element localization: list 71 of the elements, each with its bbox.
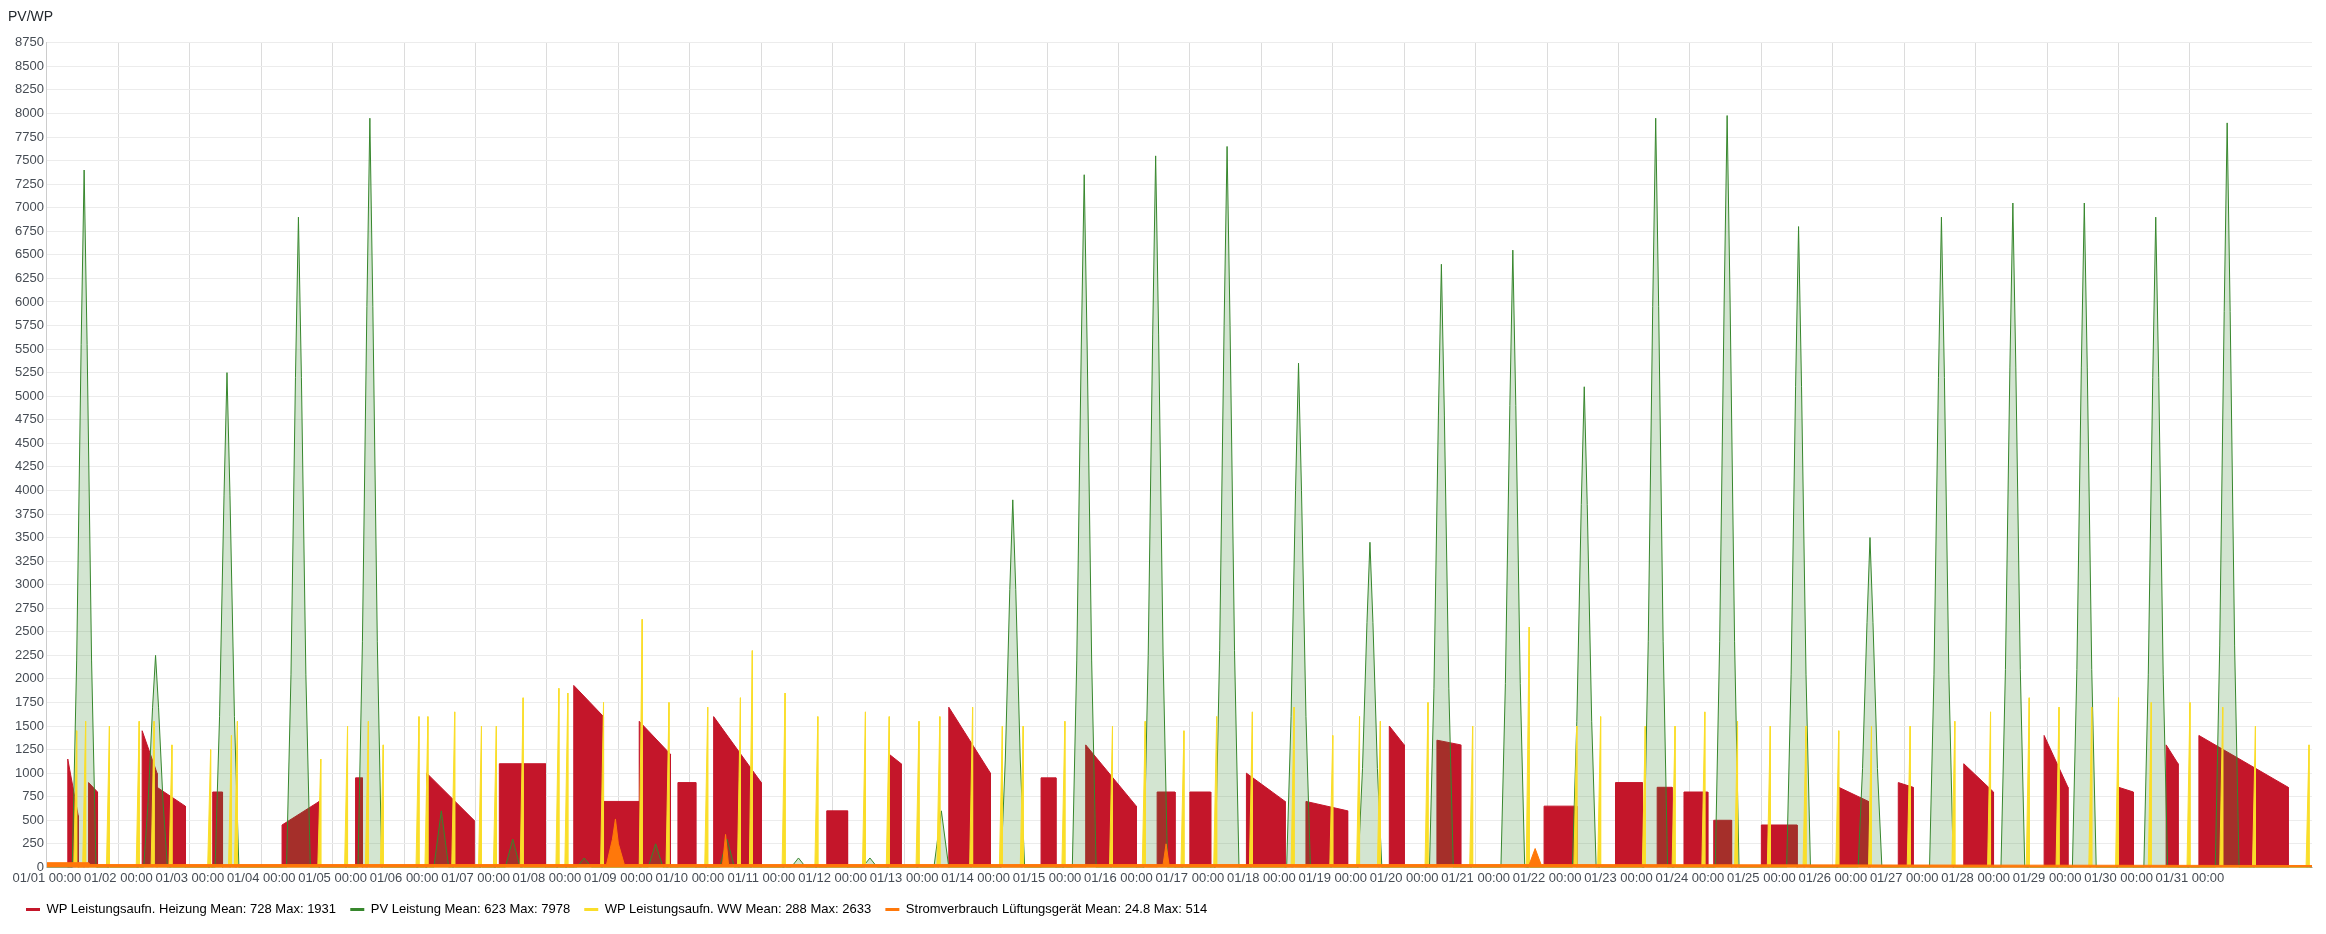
x-tick-label: 01/28 00:00 (1941, 869, 2010, 885)
y-tick-label: 750 (22, 788, 44, 804)
y-tick-label: 5500 (15, 340, 44, 356)
x-tick-label: 01/18 00:00 (1226, 869, 1296, 885)
x-tick-label: 01/21 00:00 (1441, 869, 1510, 885)
x-tick-label: 01/29 00:00 (2012, 869, 2082, 885)
y-tick-label: 5000 (15, 387, 44, 403)
x-tick-label: 01/22 00:00 (1512, 869, 1582, 885)
y-tick-label: 3250 (15, 552, 44, 568)
y-tick-label: 6750 (15, 222, 44, 238)
y-tick-label: 8750 (15, 34, 44, 50)
y-tick-label: 500 (22, 811, 44, 827)
y-tick-label: 7750 (15, 128, 44, 144)
y-tick-label: 6250 (15, 269, 44, 285)
x-tick-label: 01/08 00:00 (512, 869, 582, 885)
x-tick-label: 01/07 00:00 (441, 869, 510, 885)
x-tick-label: 01/24 00:00 (1655, 869, 1725, 885)
y-tick-label: 2500 (15, 623, 44, 639)
legend-label: PV Leistung Mean: 623 Max: 7978 (370, 901, 571, 917)
y-tick-label: 3750 (15, 505, 44, 521)
x-tick-label: 01/20 00:00 (1369, 869, 1439, 885)
y-tick-label: 2750 (15, 599, 44, 615)
x-tick-label: 01/02 00:00 (84, 869, 153, 885)
y-tick-label: 2000 (15, 670, 44, 686)
x-tick-label: 01/31 00:00 (2155, 869, 2225, 885)
y-tick-label: 8250 (15, 81, 44, 97)
x-tick-label: 01/10 00:00 (655, 869, 725, 885)
legend-label: WP Leistungsaufn. Heizung Mean: 728 Max: 1931 (46, 901, 337, 917)
x-tick-label: 01/05 00:00 (298, 869, 367, 885)
chart-title: PV/WP (8, 8, 55, 26)
x-tick-label: 01/03 00:00 (155, 869, 225, 885)
y-tick-label: 7500 (15, 152, 44, 168)
legend-label: Stromverbrauch Lüftungsgerät Mean: 24.8 Max: 514 (905, 901, 1208, 917)
y-tick-label: 1750 (15, 694, 44, 710)
y-tick-label: 7250 (15, 175, 44, 191)
x-tick-label: 01/09 00:00 (584, 869, 653, 885)
x-tick-label: 01/04 00:00 (226, 869, 296, 885)
y-tick-label: 0 (36, 858, 44, 874)
x-tick-label: 01/25 00:00 (1727, 869, 1796, 885)
y-tick-label: 4500 (15, 434, 44, 450)
x-tick-label: 01/26 00:00 (1798, 869, 1868, 885)
x-tick-label: 01/30 00:00 (2084, 869, 2153, 885)
y-tick-label: 1000 (15, 764, 44, 780)
x-tick-label: 01/23 00:00 (1584, 869, 1653, 885)
y-tick-label: 4250 (15, 458, 44, 474)
x-tick-label: 01/15 00:00 (1012, 869, 1082, 885)
y-tick-label: 1500 (15, 717, 44, 733)
x-tick-label: 01/06 00:00 (369, 869, 439, 885)
y-tick-label: 6500 (15, 246, 44, 262)
y-tick-label: 4750 (15, 411, 44, 427)
y-tick-label: 250 (22, 835, 44, 851)
y-tick-label: 8000 (15, 105, 44, 121)
x-tick-label: 01/11 00:00 (727, 869, 796, 885)
y-tick-label: 8500 (15, 57, 44, 73)
y-tick-label: 5250 (15, 364, 44, 380)
y-tick-label: 1250 (15, 741, 44, 757)
y-tick-label: 5750 (15, 317, 44, 333)
x-tick-label: 01/14 00:00 (941, 869, 1010, 885)
x-tick-label: 01/27 00:00 (1869, 869, 1939, 885)
y-tick-label: 2250 (15, 646, 44, 662)
y-tick-label: 3500 (15, 529, 44, 545)
x-tick-label: 01/13 00:00 (869, 869, 939, 885)
x-tick-label: 01/12 00:00 (798, 869, 868, 885)
x-tick-label: 01/19 00:00 (1298, 869, 1368, 885)
x-tick-label: 01/16 00:00 (1084, 869, 1153, 885)
y-tick-label: 4000 (15, 482, 44, 498)
legend-label: WP Leistungsaufn. WW Mean: 288 Max: 2633 (604, 901, 872, 917)
x-tick-label: 01/17 00:00 (1155, 869, 1225, 885)
y-tick-label: 7000 (15, 199, 44, 215)
y-tick-label: 6000 (15, 293, 44, 309)
y-tick-label: 3000 (15, 576, 44, 592)
